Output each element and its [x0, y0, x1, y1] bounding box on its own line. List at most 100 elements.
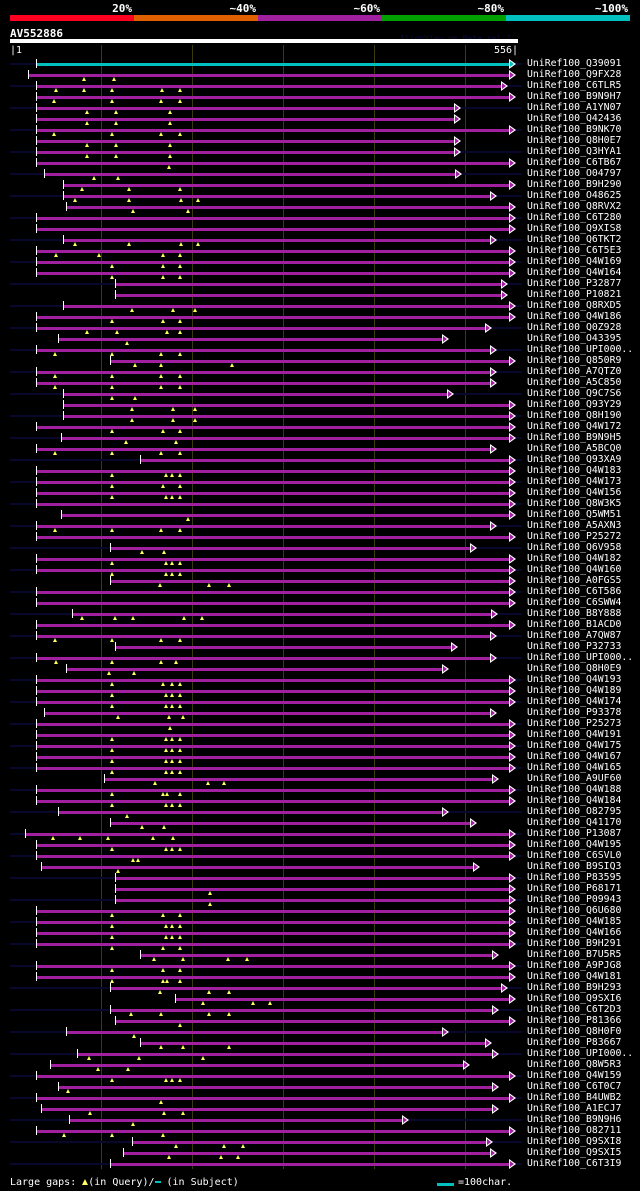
hit-label[interactable]: UniRef100_Q8RXD5 [527, 300, 622, 311]
hit-label[interactable]: UniRef100_Q9FX28 [527, 69, 622, 80]
hit-label[interactable]: UniRef100_Q8H0E9 [527, 663, 622, 674]
hit-label[interactable]: UniRef100_Q8W3K5 [527, 498, 622, 509]
hit-label[interactable]: UniRef100_O48625 [527, 190, 622, 201]
hit-label[interactable]: UniRef100_Q4W156 [527, 487, 622, 498]
hit-label[interactable]: UniRef100_B4UWB2 [527, 1092, 622, 1103]
hit-label[interactable]: UniRef100_Q4W183 [527, 465, 622, 476]
hit-label[interactable]: UniRef100_B1ACD0 [527, 619, 622, 630]
hit-label[interactable]: UniRef100_A9UF60 [527, 773, 622, 784]
hit-label[interactable]: UniRef100_Q8RVX2 [527, 201, 622, 212]
hit-label[interactable]: UniRef100_Q850R9 [527, 355, 622, 366]
hit-label[interactable]: UniRef100_P13087 [527, 828, 622, 839]
hit-label[interactable]: UniRef100_B8Y888 [527, 608, 622, 619]
hit-label[interactable]: UniRef100_Q0Z928 [527, 322, 622, 333]
hit-label[interactable]: UniRef100_UPI000.. [527, 652, 634, 663]
hit-label[interactable]: UniRef100_Q4W182 [527, 553, 622, 564]
hit-label[interactable]: UniRef100_Q4W185 [527, 916, 622, 927]
hit-label[interactable]: UniRef100_Q4W193 [527, 674, 622, 685]
hit-label[interactable]: UniRef100_A7QTZ0 [527, 366, 622, 377]
hit-label[interactable]: UniRef100_B9N9H5 [527, 432, 622, 443]
hit-label[interactable]: UniRef100_Q4W184 [527, 795, 622, 806]
hit-label[interactable]: UniRef100_P25273 [527, 718, 622, 729]
hit-label[interactable]: UniRef100_P83595 [527, 872, 622, 883]
hit-label[interactable]: UniRef100_Q4W172 [527, 421, 622, 432]
hit-label[interactable]: UniRef100_B7U5R5 [527, 949, 622, 960]
hit-label[interactable]: UniRef100_Q41170 [527, 817, 622, 828]
hit-label[interactable]: UniRef100_A1YN07 [527, 102, 622, 113]
hit-label[interactable]: UniRef100_C6T280 [527, 212, 622, 223]
hit-label[interactable]: UniRef100_Q4W165 [527, 762, 622, 773]
hit-label[interactable]: UniRef100_Q4W169 [527, 256, 622, 267]
hit-label[interactable]: UniRef100_Q4W159 [527, 1070, 622, 1081]
hit-label[interactable]: UniRef100_Q4W173 [527, 476, 622, 487]
hit-label[interactable]: UniRef100_Q4W181 [527, 971, 622, 982]
hit-label[interactable]: UniRef100_P32733 [527, 641, 622, 652]
hit-label[interactable]: UniRef100_A0FGS5 [527, 575, 622, 586]
hit-label[interactable]: UniRef100_A5AXN3 [527, 520, 622, 531]
hit-label[interactable]: UniRef100_Q8W5R3 [527, 1059, 622, 1070]
hit-label[interactable]: UniRef100_Q5WM51 [527, 509, 622, 520]
hit-label[interactable]: UniRef100_Q42436 [527, 113, 622, 124]
hit-label[interactable]: UniRef100_B9H290 [527, 179, 622, 190]
hit-label[interactable]: UniRef100_B9H291 [527, 938, 622, 949]
hit-label[interactable]: UniRef100_P93378 [527, 707, 622, 718]
hit-label[interactable]: UniRef100_Q9SXI8 [527, 1136, 622, 1147]
hit-label[interactable]: UniRef100_C6T586 [527, 586, 622, 597]
hit-label[interactable]: UniRef100_Q4W174 [527, 696, 622, 707]
hit-label[interactable]: UniRef100_Q3HYA1 [527, 146, 622, 157]
hit-label[interactable]: UniRef100_UPI000.. [527, 344, 634, 355]
hit-label[interactable]: UniRef100_P81366 [527, 1015, 622, 1026]
hit-label[interactable]: UniRef100_Q4W189 [527, 685, 622, 696]
hit-label[interactable]: UniRef100_O04797 [527, 168, 622, 179]
hit-label[interactable]: UniRef100_Q9C7S6 [527, 388, 622, 399]
hit-label[interactable]: UniRef100_Q6V958 [527, 542, 622, 553]
hit-label[interactable]: UniRef100_C6T3I9 [527, 1158, 622, 1169]
hit-label[interactable]: UniRef100_Q4W186 [527, 311, 622, 322]
hit-label[interactable]: UniRef100_Q93XA9 [527, 454, 622, 465]
hit-label[interactable]: UniRef100_P10821 [527, 289, 622, 300]
hit-label[interactable]: UniRef100_Q4W160 [527, 564, 622, 575]
hit-label[interactable]: UniRef100_Q4W164 [527, 267, 622, 278]
hit-label[interactable]: UniRef100_Q4W167 [527, 751, 622, 762]
hit-label[interactable]: UniRef100_Q4W166 [527, 927, 622, 938]
hit-label[interactable]: UniRef100_Q6TKT2 [527, 234, 622, 245]
hit-label[interactable]: UniRef100_B9N9H6 [527, 1114, 622, 1125]
hit-label[interactable]: UniRef100_B9NK70 [527, 124, 622, 135]
hit-label[interactable]: UniRef100_Q4W188 [527, 784, 622, 795]
hit-label[interactable]: UniRef100_B9SIQ3 [527, 861, 622, 872]
hit-label[interactable]: UniRef100_Q4W191 [527, 729, 622, 740]
hit-label[interactable]: UniRef100_P25272 [527, 531, 622, 542]
hit-label[interactable]: UniRef100_Q4W195 [527, 839, 622, 850]
hit-label[interactable]: UniRef100_B9N9H7 [527, 91, 622, 102]
hit-label[interactable]: UniRef100_Q4W175 [527, 740, 622, 751]
hit-label[interactable]: UniRef100_A7QW87 [527, 630, 622, 641]
hit-label[interactable]: UniRef100_C6T5E3 [527, 245, 622, 256]
hit-label[interactable]: UniRef100_C6T2D3 [527, 1004, 622, 1015]
hit-label[interactable]: UniRef100_C6TB67 [527, 157, 622, 168]
hit-label[interactable]: UniRef100_C6T0C7 [527, 1081, 622, 1092]
hit-label[interactable]: UniRef100_C6TLR5 [527, 80, 622, 91]
hit-label[interactable]: UniRef100_P68171 [527, 883, 622, 894]
hit-label[interactable]: UniRef100_A5BCQ0 [527, 443, 622, 454]
hit-label[interactable]: UniRef100_UPI000.. [527, 1048, 634, 1059]
hit-label[interactable]: UniRef100_A5C850 [527, 377, 622, 388]
hit-label[interactable]: UniRef100_A1ECJ7 [527, 1103, 622, 1114]
hit-label[interactable]: UniRef100_Q93Y29 [527, 399, 622, 410]
hit-label[interactable]: UniRef100_Q8H190 [527, 410, 622, 421]
hit-label[interactable]: UniRef100_C6SWW4 [527, 597, 622, 608]
hit-label[interactable]: UniRef100_Q6U680 [527, 905, 622, 916]
hit-label[interactable]: UniRef100_C6SVL0 [527, 850, 622, 861]
hit-label[interactable]: UniRef100_Q8H0E7 [527, 135, 622, 146]
hit-label[interactable]: UniRef100_P32877 [527, 278, 622, 289]
hit-label[interactable]: UniRef100_Q9XIS8 [527, 223, 622, 234]
hit-label[interactable]: UniRef100_O82711 [527, 1125, 622, 1136]
hit-label[interactable]: UniRef100_Q39091 [527, 58, 622, 69]
hit-label[interactable]: UniRef100_P09943 [527, 894, 622, 905]
hit-label[interactable]: UniRef100_Q9SXI6 [527, 993, 622, 1004]
hit-label[interactable]: UniRef100_Q8H0F0 [527, 1026, 622, 1037]
hit-label[interactable]: UniRef100_Q9SXI5 [527, 1147, 622, 1158]
hit-label[interactable]: UniRef100_B9H293 [527, 982, 622, 993]
hit-label[interactable]: UniRef100_O43395 [527, 333, 622, 344]
hit-label[interactable]: UniRef100_P83667 [527, 1037, 622, 1048]
hit-label[interactable]: UniRef100_A9PJG8 [527, 960, 622, 971]
